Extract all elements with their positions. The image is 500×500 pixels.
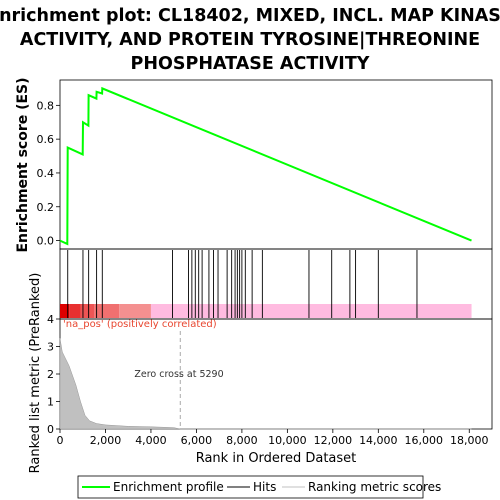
- es-y-axis-title: Enrichment score (ES): [15, 77, 31, 252]
- heat-bar-segment: [119, 304, 151, 318]
- hits-series: [67, 250, 418, 318]
- x-tick-label: 4,000: [135, 434, 167, 447]
- enrichment-panel-frame: [59, 79, 493, 250]
- x-tick-label: 18,000: [450, 434, 489, 447]
- positively-correlated-label: 'na_pos' (positively correlated): [63, 319, 217, 330]
- metric-panel-frame: [59, 318, 493, 430]
- metric-y-tick-label: 3: [47, 341, 54, 354]
- heat-bar-segment: [69, 304, 81, 318]
- enrichment-profile-line: [59, 86, 472, 246]
- metric-y-tick-label: 0: [47, 423, 54, 436]
- ranking-metric-series: [59, 331, 472, 430]
- chart-title-line-3: PHOSPHATASE ACTIVITY: [131, 54, 370, 74]
- legend-enrichment-label: Enrichment profile: [113, 480, 224, 494]
- zero-cross-label: Zero cross at 5290: [134, 369, 223, 380]
- chart-title-line-1: Enrichment plot: CL18402, MIXED, INCL. M…: [0, 6, 500, 26]
- x-tick-label: 12,000: [314, 434, 353, 447]
- x-tick-label: 2,000: [90, 434, 122, 447]
- es-y-tick-label: 0.0: [37, 235, 55, 248]
- legend-metric-label: Ranking metric scores: [308, 480, 441, 494]
- x-tick-label: 14,000: [359, 434, 398, 447]
- x-tick-label: 8,000: [226, 434, 258, 447]
- heat-bar-segment: [150, 304, 472, 318]
- metric-y-tick-label: 2: [47, 368, 54, 381]
- legend-hits-label: Hits: [253, 480, 276, 494]
- metric-y-tick-label: 4: [47, 313, 54, 326]
- x-tick-label: 0: [57, 434, 64, 447]
- es-y-axis: 0.0 0.2 0.4 0.6 0.8: [37, 99, 60, 248]
- x-tick-label: 10,000: [268, 434, 307, 447]
- heat-bar-segment: [94, 304, 120, 318]
- es-y-tick-label: 0.6: [37, 133, 55, 146]
- es-y-tick-label: 0.2: [37, 201, 55, 214]
- metric-axes: 0 1 2 3 4 0 2,000 4,000 6,000 8,000 10,000 12,000 14…: [47, 313, 489, 447]
- metric-y-tick-label: 1: [47, 396, 54, 409]
- x-tick-label: 6,000: [181, 434, 213, 447]
- es-y-tick-label: 0.8: [37, 99, 55, 112]
- ranking-heat-bar: [60, 304, 472, 318]
- enrichment-profile-series: [59, 86, 472, 246]
- x-tick-label: 16,000: [405, 434, 444, 447]
- legend-box: [77, 475, 424, 499]
- legend: Enrichment profile Hits Ranking metric s…: [77, 475, 441, 499]
- es-y-tick-label: 0.4: [37, 167, 55, 180]
- heat-bar-segment: [80, 304, 95, 318]
- chart-title-line-2: ACTIVITY, AND PROTEIN TYROSINE|THREONINE: [20, 30, 480, 50]
- x-axis-title: Rank in Ordered Dataset: [196, 451, 357, 466]
- ranking-metric-area: [59, 338, 472, 430]
- heat-bar-segment: [60, 304, 70, 318]
- metric-y-axis-title: Ranked list metric (PreRanked): [28, 273, 43, 474]
